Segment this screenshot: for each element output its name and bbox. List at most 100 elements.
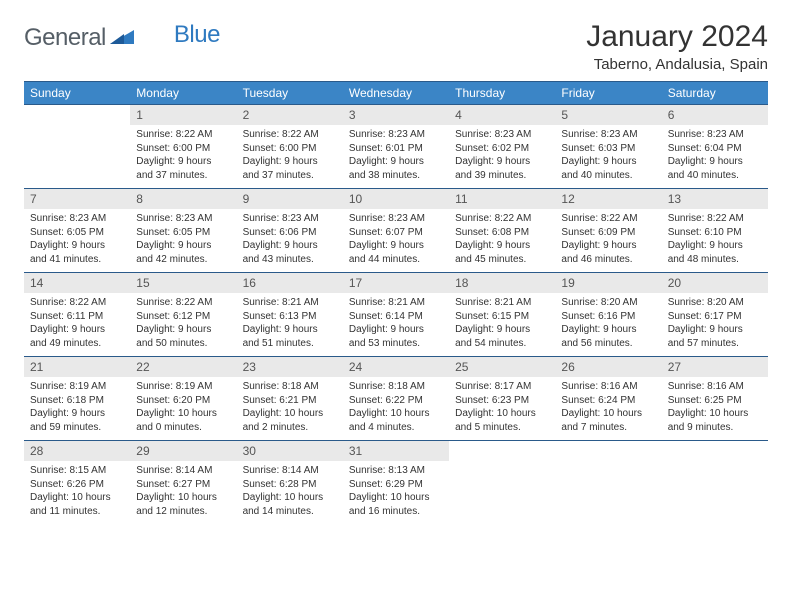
daylight-text: Daylight: 9 hours bbox=[455, 155, 549, 169]
daylight-text: and 4 minutes. bbox=[349, 421, 443, 435]
week-row: 7Sunrise: 8:23 AMSunset: 6:05 PMDaylight… bbox=[24, 188, 768, 272]
daylight-text: and 59 minutes. bbox=[30, 421, 124, 435]
day-number: 22 bbox=[130, 356, 236, 377]
day-content: Sunrise: 8:23 AMSunset: 6:05 PMDaylight:… bbox=[24, 209, 130, 272]
daylight-text: and 43 minutes. bbox=[243, 253, 337, 267]
sunset-text: Sunset: 6:08 PM bbox=[455, 226, 549, 240]
day-content: Sunrise: 8:23 AMSunset: 6:03 PMDaylight:… bbox=[555, 125, 661, 188]
daylight-text: Daylight: 9 hours bbox=[136, 155, 230, 169]
day-header: Sunday bbox=[24, 82, 130, 105]
day-cell: 3Sunrise: 8:23 AMSunset: 6:01 PMDaylight… bbox=[343, 104, 449, 188]
day-number: 21 bbox=[24, 356, 130, 377]
day-content: Sunrise: 8:20 AMSunset: 6:17 PMDaylight:… bbox=[662, 293, 768, 356]
daylight-text: and 11 minutes. bbox=[30, 505, 124, 519]
daylight-text: Daylight: 10 hours bbox=[30, 491, 124, 505]
day-cell: 24Sunrise: 8:18 AMSunset: 6:22 PMDayligh… bbox=[343, 356, 449, 440]
daylight-text: Daylight: 9 hours bbox=[243, 155, 337, 169]
daylight-text: and 37 minutes. bbox=[136, 169, 230, 183]
day-cell bbox=[662, 440, 768, 524]
day-number: 17 bbox=[343, 272, 449, 293]
day-number: 15 bbox=[130, 272, 236, 293]
daylight-text: and 37 minutes. bbox=[243, 169, 337, 183]
day-cell: 27Sunrise: 8:16 AMSunset: 6:25 PMDayligh… bbox=[662, 356, 768, 440]
daylight-text: Daylight: 10 hours bbox=[136, 407, 230, 421]
daylight-text: and 5 minutes. bbox=[455, 421, 549, 435]
month-title: January 2024 bbox=[586, 20, 768, 54]
day-content: Sunrise: 8:22 AMSunset: 6:12 PMDaylight:… bbox=[130, 293, 236, 356]
sunset-text: Sunset: 6:09 PM bbox=[561, 226, 655, 240]
day-cell: 1Sunrise: 8:22 AMSunset: 6:00 PMDaylight… bbox=[130, 104, 236, 188]
day-cell: 5Sunrise: 8:23 AMSunset: 6:03 PMDaylight… bbox=[555, 104, 661, 188]
sunrise-text: Sunrise: 8:15 AM bbox=[30, 464, 124, 478]
sunset-text: Sunset: 6:13 PM bbox=[243, 310, 337, 324]
day-cell: 23Sunrise: 8:18 AMSunset: 6:21 PMDayligh… bbox=[237, 356, 343, 440]
sunrise-text: Sunrise: 8:21 AM bbox=[243, 296, 337, 310]
daylight-text: Daylight: 9 hours bbox=[561, 323, 655, 337]
day-header: Saturday bbox=[662, 82, 768, 105]
day-content: Sunrise: 8:23 AMSunset: 6:04 PMDaylight:… bbox=[662, 125, 768, 188]
day-cell: 30Sunrise: 8:14 AMSunset: 6:28 PMDayligh… bbox=[237, 440, 343, 524]
sunset-text: Sunset: 6:20 PM bbox=[136, 394, 230, 408]
daylight-text: and 54 minutes. bbox=[455, 337, 549, 351]
day-header: Friday bbox=[555, 82, 661, 105]
day-cell: 25Sunrise: 8:17 AMSunset: 6:23 PMDayligh… bbox=[449, 356, 555, 440]
day-number: 3 bbox=[343, 104, 449, 125]
sunset-text: Sunset: 6:05 PM bbox=[136, 226, 230, 240]
day-number bbox=[24, 104, 130, 125]
day-number: 12 bbox=[555, 188, 661, 209]
daylight-text: and 38 minutes. bbox=[349, 169, 443, 183]
day-content: Sunrise: 8:23 AMSunset: 6:06 PMDaylight:… bbox=[237, 209, 343, 272]
sunrise-text: Sunrise: 8:22 AM bbox=[561, 212, 655, 226]
day-content: Sunrise: 8:22 AMSunset: 6:08 PMDaylight:… bbox=[449, 209, 555, 272]
sunrise-text: Sunrise: 8:22 AM bbox=[30, 296, 124, 310]
day-number: 5 bbox=[555, 104, 661, 125]
day-cell: 16Sunrise: 8:21 AMSunset: 6:13 PMDayligh… bbox=[237, 272, 343, 356]
sunrise-text: Sunrise: 8:17 AM bbox=[455, 380, 549, 394]
sunset-text: Sunset: 6:17 PM bbox=[668, 310, 762, 324]
day-content: Sunrise: 8:17 AMSunset: 6:23 PMDaylight:… bbox=[449, 377, 555, 440]
sunset-text: Sunset: 6:26 PM bbox=[30, 478, 124, 492]
daylight-text: Daylight: 9 hours bbox=[668, 323, 762, 337]
daylight-text: Daylight: 9 hours bbox=[349, 323, 443, 337]
sunrise-text: Sunrise: 8:19 AM bbox=[136, 380, 230, 394]
daylight-text: and 48 minutes. bbox=[668, 253, 762, 267]
daylight-text: Daylight: 9 hours bbox=[455, 239, 549, 253]
day-cell: 29Sunrise: 8:14 AMSunset: 6:27 PMDayligh… bbox=[130, 440, 236, 524]
sunset-text: Sunset: 6:23 PM bbox=[455, 394, 549, 408]
daylight-text: Daylight: 9 hours bbox=[136, 239, 230, 253]
day-number bbox=[555, 440, 661, 461]
sunset-text: Sunset: 6:14 PM bbox=[349, 310, 443, 324]
sunrise-text: Sunrise: 8:23 AM bbox=[349, 212, 443, 226]
day-content: Sunrise: 8:23 AMSunset: 6:02 PMDaylight:… bbox=[449, 125, 555, 188]
daylight-text: Daylight: 10 hours bbox=[349, 491, 443, 505]
location-text: Taberno, Andalusia, Spain bbox=[586, 56, 768, 73]
day-cell: 12Sunrise: 8:22 AMSunset: 6:09 PMDayligh… bbox=[555, 188, 661, 272]
day-content: Sunrise: 8:13 AMSunset: 6:29 PMDaylight:… bbox=[343, 461, 449, 524]
daylight-text: and 12 minutes. bbox=[136, 505, 230, 519]
sunrise-text: Sunrise: 8:20 AM bbox=[561, 296, 655, 310]
day-number bbox=[662, 440, 768, 461]
daylight-text: Daylight: 10 hours bbox=[243, 407, 337, 421]
logo-text-gray: General bbox=[24, 24, 106, 52]
daylight-text: Daylight: 9 hours bbox=[243, 323, 337, 337]
day-number: 30 bbox=[237, 440, 343, 461]
day-number: 31 bbox=[343, 440, 449, 461]
daylight-text: and 7 minutes. bbox=[561, 421, 655, 435]
daylight-text: and 2 minutes. bbox=[243, 421, 337, 435]
day-number: 7 bbox=[24, 188, 130, 209]
day-number bbox=[449, 440, 555, 461]
sunset-text: Sunset: 6:02 PM bbox=[455, 142, 549, 156]
day-cell: 28Sunrise: 8:15 AMSunset: 6:26 PMDayligh… bbox=[24, 440, 130, 524]
day-cell: 9Sunrise: 8:23 AMSunset: 6:06 PMDaylight… bbox=[237, 188, 343, 272]
sunrise-text: Sunrise: 8:23 AM bbox=[243, 212, 337, 226]
day-cell: 17Sunrise: 8:21 AMSunset: 6:14 PMDayligh… bbox=[343, 272, 449, 356]
daylight-text: Daylight: 9 hours bbox=[668, 239, 762, 253]
sunset-text: Sunset: 6:21 PM bbox=[243, 394, 337, 408]
sunset-text: Sunset: 6:29 PM bbox=[349, 478, 443, 492]
day-content: Sunrise: 8:23 AMSunset: 6:07 PMDaylight:… bbox=[343, 209, 449, 272]
day-content: Sunrise: 8:21 AMSunset: 6:15 PMDaylight:… bbox=[449, 293, 555, 356]
sunset-text: Sunset: 6:27 PM bbox=[136, 478, 230, 492]
day-number: 1 bbox=[130, 104, 236, 125]
sunrise-text: Sunrise: 8:22 AM bbox=[455, 212, 549, 226]
day-cell: 2Sunrise: 8:22 AMSunset: 6:00 PMDaylight… bbox=[237, 104, 343, 188]
